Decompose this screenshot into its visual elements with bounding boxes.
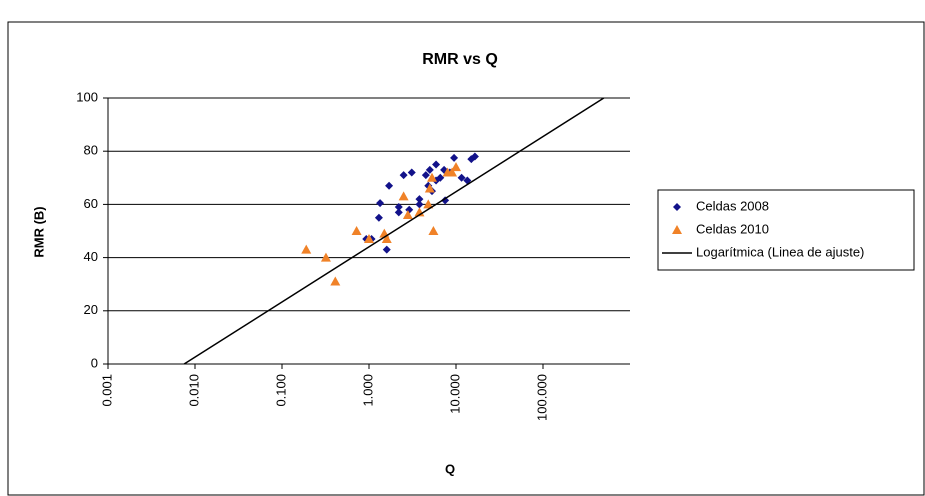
- y-tick-label: 100: [76, 89, 98, 104]
- point: [441, 196, 450, 205]
- x-tick-label: 100.000: [534, 374, 549, 421]
- point: [470, 152, 479, 161]
- point: [451, 162, 461, 172]
- point: [450, 153, 459, 162]
- point: [457, 173, 466, 182]
- point: [330, 276, 341, 286]
- point: [398, 191, 409, 201]
- y-tick-label: 80: [84, 143, 98, 158]
- point: [424, 183, 435, 193]
- point: [364, 233, 374, 243]
- point: [402, 210, 413, 220]
- point: [447, 167, 458, 177]
- point: [432, 160, 441, 169]
- point: [415, 195, 424, 204]
- y-tick-label: 40: [84, 249, 98, 264]
- point: [399, 171, 408, 180]
- x-tick-label: 1.000: [360, 374, 375, 407]
- point: [428, 226, 439, 235]
- point: [351, 226, 362, 235]
- legend-box: [657, 189, 915, 271]
- y-tick-label: 0: [91, 355, 98, 370]
- x-tick-label: 0.001: [99, 374, 114, 407]
- point: [425, 165, 434, 174]
- x-tick-label: 0.100: [273, 374, 288, 407]
- point: [407, 168, 416, 177]
- y-axis-label: RMR (B): [31, 206, 46, 257]
- legend-label: Celdas 2008: [696, 198, 769, 213]
- point: [421, 171, 430, 180]
- legend-swatch: [672, 225, 682, 234]
- point: [423, 199, 434, 209]
- point: [415, 200, 424, 209]
- point: [376, 199, 385, 208]
- point: [381, 233, 392, 243]
- legend-label: Celdas 2010: [696, 221, 769, 236]
- x-axis-label: Q: [445, 461, 455, 476]
- y-tick-label: 60: [84, 196, 98, 211]
- fit-line: [183, 97, 605, 365]
- legend-swatch: [673, 203, 681, 211]
- point: [394, 203, 403, 212]
- x-tick-label: 0.010: [186, 374, 201, 407]
- point: [394, 208, 403, 217]
- point: [374, 213, 383, 222]
- legend-label: Logarítmica (Linea de ajuste): [696, 244, 864, 259]
- point: [427, 172, 438, 182]
- point: [320, 252, 331, 262]
- y-tick-label: 20: [84, 302, 98, 317]
- point: [385, 181, 394, 190]
- chart-title: RMR vs Q: [422, 51, 498, 68]
- point: [301, 244, 312, 254]
- x-tick-label: 10.000: [447, 374, 462, 414]
- point: [382, 245, 391, 254]
